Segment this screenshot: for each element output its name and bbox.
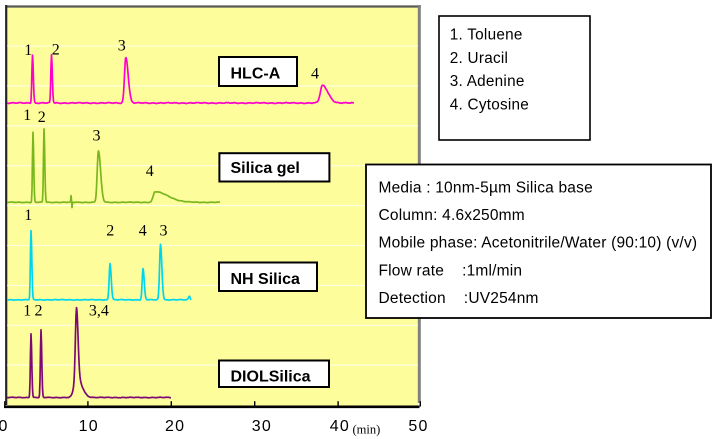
svg-text:10: 10 [79, 418, 99, 435]
svg-text:2: 2 [38, 109, 46, 126]
svg-text:1: 1 [24, 207, 32, 224]
svg-text:HLC-A: HLC-A [231, 66, 281, 83]
svg-text:3,4: 3,4 [89, 303, 109, 320]
svg-text:3: 3 [160, 223, 168, 240]
svg-text:4: 4 [146, 163, 154, 180]
svg-text:1. Toluene: 1. Toluene [450, 27, 523, 44]
svg-text:2: 2 [52, 41, 60, 58]
svg-text:3: 3 [118, 38, 126, 55]
svg-text:4: 4 [139, 223, 147, 240]
svg-text:Detection :UV254nm: Detection :UV254nm [379, 290, 539, 307]
svg-text:1: 1 [23, 107, 31, 124]
svg-text:1: 1 [24, 42, 32, 59]
svg-text:(min): (min) [353, 423, 381, 437]
svg-text:20: 20 [165, 418, 185, 435]
svg-text:2. Uracil: 2. Uracil [450, 50, 508, 67]
svg-text:4: 4 [311, 65, 319, 82]
svg-text:2: 2 [35, 303, 43, 320]
svg-text:Media : 10nm-5µm Silica base: Media : 10nm-5µm Silica base [379, 179, 593, 196]
svg-text:Flow rate :1ml/min: Flow rate :1ml/min [379, 262, 523, 279]
svg-text:50: 50 [408, 418, 428, 435]
svg-text:Silica gel: Silica gel [231, 160, 300, 177]
svg-text:30: 30 [252, 418, 272, 435]
svg-text:1: 1 [23, 303, 31, 320]
svg-text:40: 40 [330, 418, 350, 435]
svg-text:0: 0 [0, 418, 9, 435]
svg-text:Column: 4.6x250mm: Column: 4.6x250mm [379, 207, 525, 224]
svg-text:Mobile phase: Acetonitrile/Wat: Mobile phase: Acetonitrile/Water (90:10)… [379, 235, 698, 252]
svg-text:NH Silica: NH Silica [231, 271, 300, 288]
svg-text:4. Cytosine: 4. Cytosine [450, 96, 529, 113]
svg-text:2: 2 [106, 223, 114, 240]
svg-text:3. Adenine: 3. Adenine [450, 73, 525, 90]
svg-text:3: 3 [93, 127, 101, 144]
svg-text:DIOLSilica: DIOLSilica [231, 369, 311, 386]
